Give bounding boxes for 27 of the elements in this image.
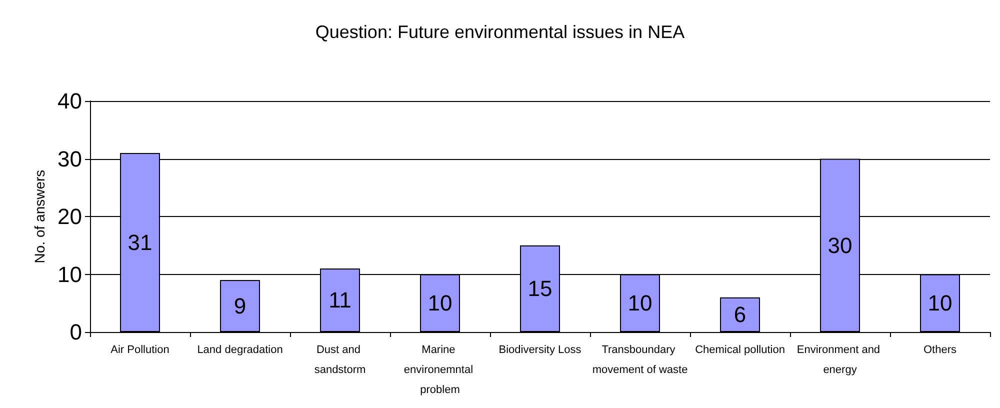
x-tick-label: Land degradation	[197, 344, 283, 356]
data-label: 10	[628, 290, 652, 316]
data-label: 6	[734, 302, 746, 328]
x-tick-label: Chemical pollution	[695, 344, 785, 356]
y-axis-title: No. of answers	[32, 170, 48, 264]
data-label: 9	[234, 294, 246, 319]
data-label: 10	[428, 290, 452, 316]
data-label: 11	[328, 288, 352, 313]
x-tick-label: Dust and sandstorm	[314, 344, 366, 376]
x-tick-label: Air Pollution	[110, 344, 170, 356]
data-label: 10	[928, 290, 952, 316]
data-label: 31	[128, 230, 152, 255]
y-tick-label: 20	[58, 204, 82, 229]
bar	[720, 297, 760, 332]
data-label: 30	[828, 232, 852, 258]
y-tick-label: 40	[58, 88, 82, 114]
y-tick-label: 0	[70, 320, 82, 344]
chart-title: Question: Future environmental issues in NEA	[315, 22, 685, 42]
x-tick-label: Marine environemntal problem	[404, 344, 476, 396]
x-tick-label: Transboundary movement of waste	[592, 344, 688, 376]
y-tick-label: 30	[58, 146, 82, 172]
bar	[220, 280, 260, 332]
x-tick-label: Others	[923, 344, 958, 356]
data-label: 15	[528, 276, 552, 302]
x-tick-label: Environment and energy	[796, 344, 884, 376]
x-tick-label: Biodiversity Loss	[498, 344, 582, 356]
y-tick-label: 10	[58, 262, 82, 287]
